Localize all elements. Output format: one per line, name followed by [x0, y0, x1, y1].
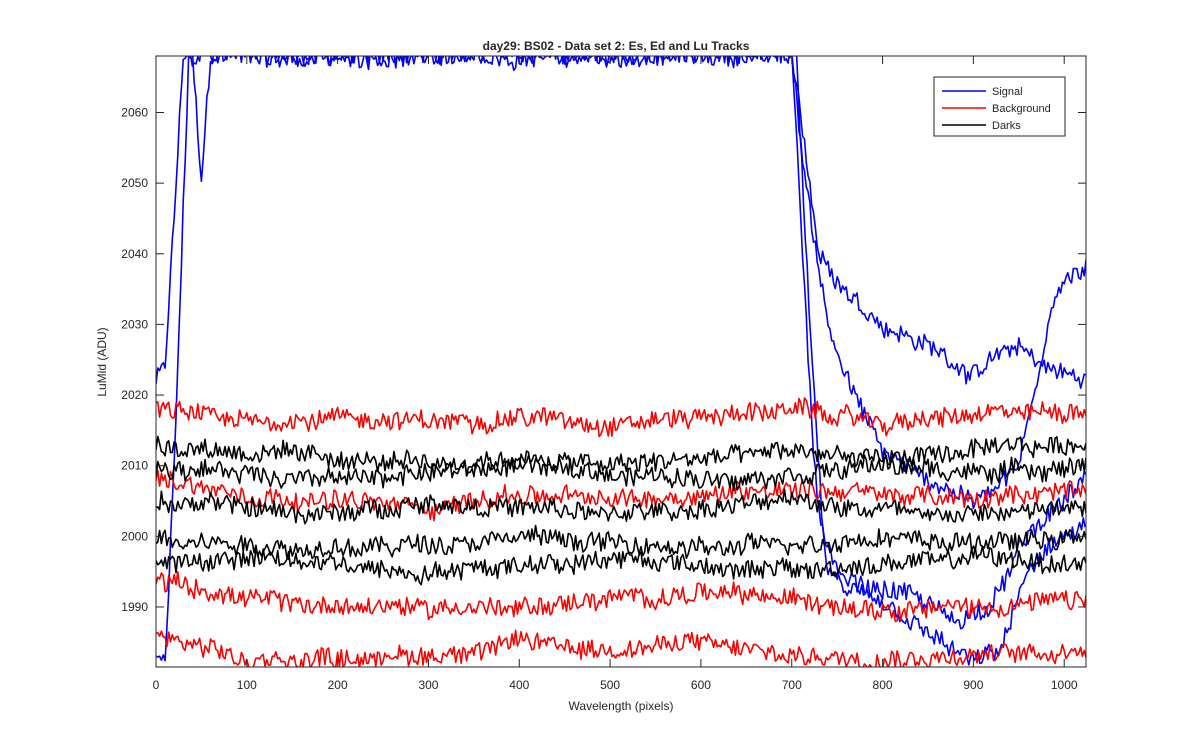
- legend-label-signal: Signal: [992, 86, 1023, 98]
- series-line-signal-1: [156, 56, 1086, 662]
- series-line-background-4: [156, 397, 1086, 438]
- series-line-signal-2: [791, 56, 1086, 630]
- y-tick-label: 2050: [121, 176, 148, 190]
- x-tick-label: 600: [691, 678, 711, 692]
- x-axis-label: Wavelength (pixels): [569, 699, 674, 713]
- series-line-background-7: [156, 629, 1086, 667]
- axes: 0 100 200 300 400 500 600 700 800 900 1000 1990 2000…: [121, 55, 1087, 692]
- x-tick-label: 100: [237, 678, 257, 692]
- plot-area: [156, 56, 1086, 667]
- series-line-darks-12: [156, 545, 1086, 586]
- series-line-signal-3: [795, 56, 1086, 666]
- x-tick-label: 400: [509, 678, 529, 692]
- x-tick-label: 700: [782, 678, 802, 692]
- y-tick-label: 2020: [121, 388, 148, 402]
- legend-label-background: Background: [992, 103, 1051, 115]
- chart-title: day29: BS02 - Data set 2: Es, Ed and Lu …: [483, 39, 750, 53]
- series-line-background-6: [156, 571, 1086, 623]
- y-tick-label: 1990: [121, 600, 148, 614]
- series-line-darks-10: [156, 488, 1086, 525]
- series-line-darks-9: [156, 454, 1086, 492]
- legend-label-darks: Darks: [992, 120, 1021, 132]
- y-tick-label: 2000: [121, 529, 148, 543]
- legend-box: [933, 76, 1066, 137]
- y-tick-label: 2060: [121, 106, 148, 120]
- x-tick-label: 0: [153, 678, 160, 692]
- series-line-background-5: [156, 469, 1086, 522]
- x-tick-label: 1000: [1051, 678, 1078, 692]
- y-axis-label: LuMid (ADU): [95, 327, 109, 396]
- axes-frame: [155, 55, 1087, 668]
- series-line-signal-0: [156, 56, 1086, 390]
- y-tick-label: 2030: [121, 317, 148, 331]
- series-line-darks-8: [156, 435, 1086, 476]
- series-line-darks-11: [156, 524, 1086, 561]
- x-tick-label: 500: [600, 678, 620, 692]
- y-tick-label: 2040: [121, 247, 148, 261]
- y-tick-label: 2010: [121, 459, 148, 473]
- x-tick-label: 900: [963, 678, 983, 692]
- x-tick-label: 300: [418, 678, 438, 692]
- legend: Signal Background Darks: [933, 76, 1066, 137]
- x-tick-label: 200: [328, 678, 348, 692]
- x-tick-label: 800: [873, 678, 893, 692]
